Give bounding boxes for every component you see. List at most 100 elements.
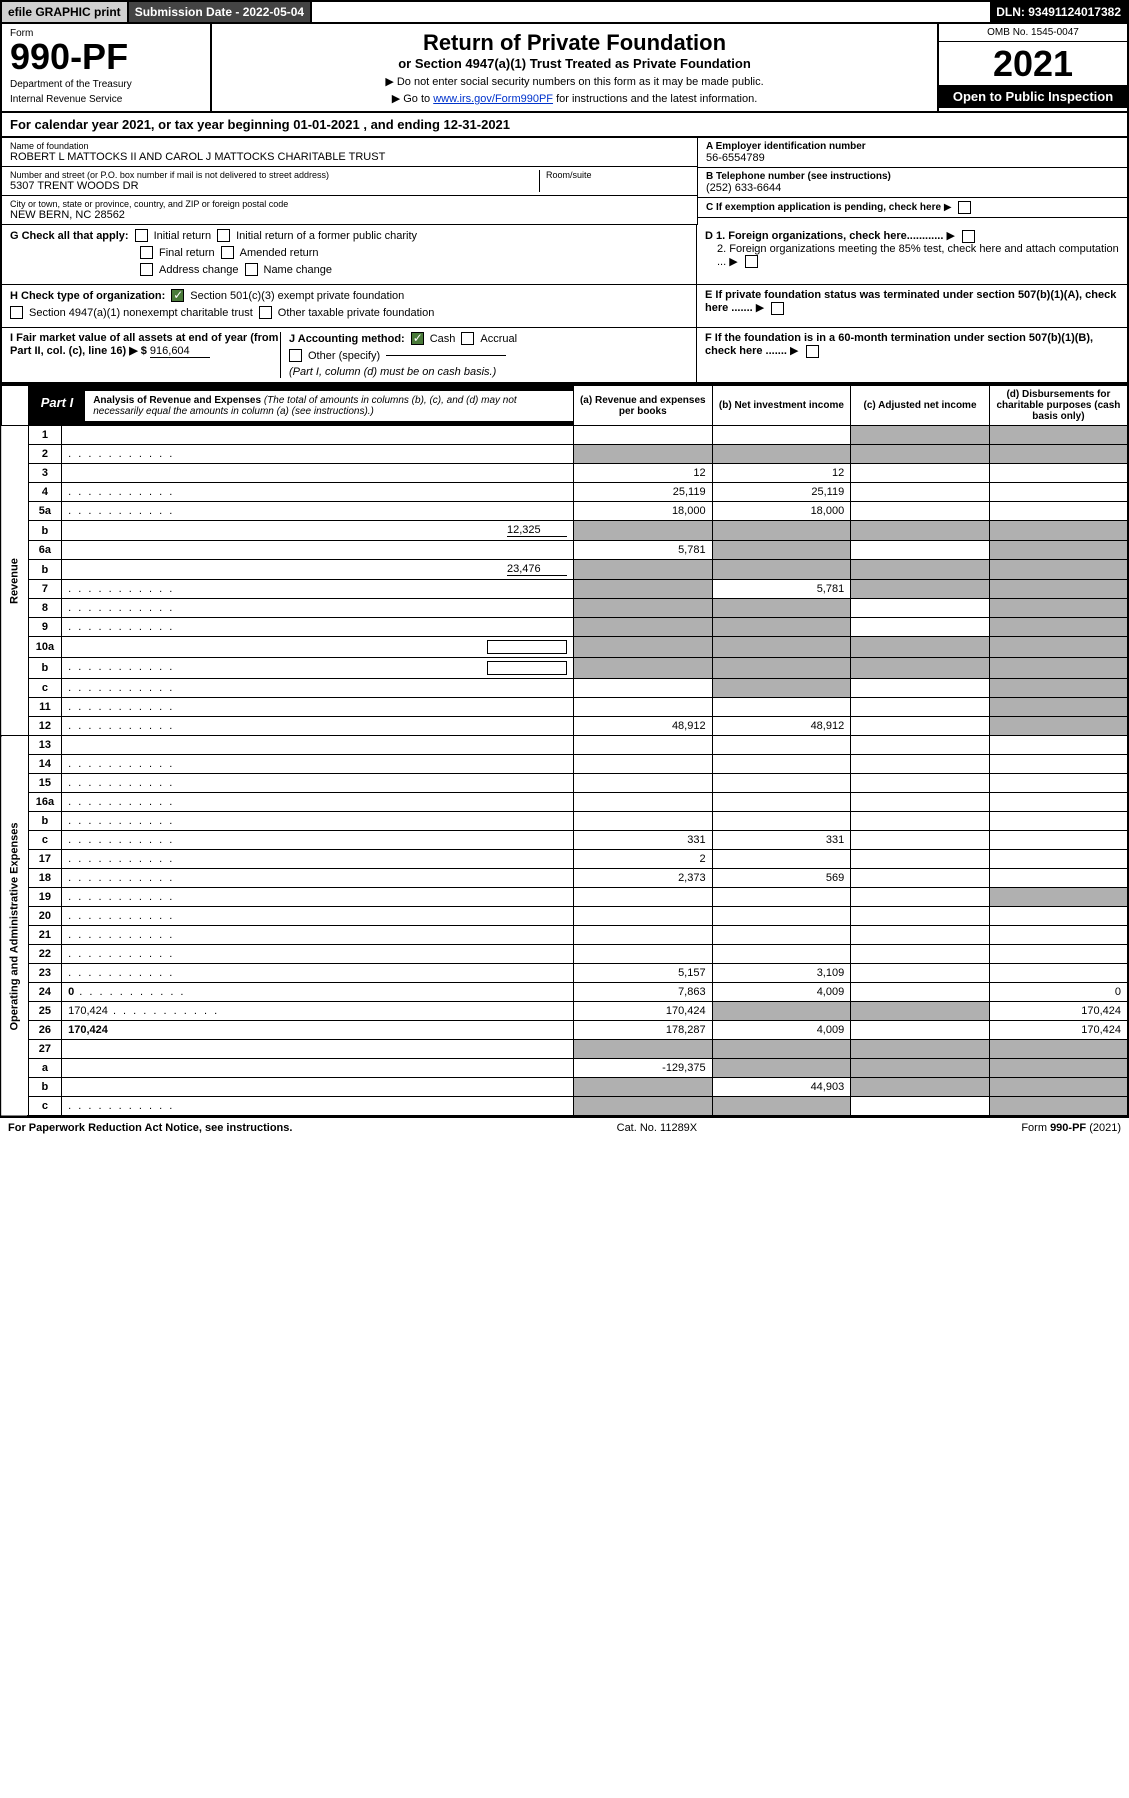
- value-col-b: [712, 679, 851, 698]
- value-col-b: [712, 755, 851, 774]
- efile-print-button[interactable]: efile GRAPHIC print: [2, 2, 129, 22]
- checkbox-c[interactable]: [958, 201, 971, 214]
- value-col-a: [573, 793, 712, 812]
- value-col-b: [712, 1059, 851, 1078]
- line-number: 3: [28, 464, 61, 483]
- checkbox-f[interactable]: [806, 345, 819, 358]
- checkbox-e[interactable]: [771, 302, 784, 315]
- value-col-c: [851, 736, 990, 755]
- line-number: 24: [28, 983, 61, 1002]
- line-description: [62, 793, 574, 812]
- table-row: c331331: [1, 831, 1128, 850]
- line-number: 11: [28, 698, 61, 717]
- table-row: b: [1, 658, 1128, 679]
- value-col-b: [712, 698, 851, 717]
- line-description: [62, 926, 574, 945]
- checkbox-accrual[interactable]: [461, 332, 474, 345]
- checkbox-other-method[interactable]: [289, 349, 302, 362]
- value-col-d: [989, 812, 1128, 831]
- omb-number: OMB No. 1545-0047: [939, 24, 1127, 42]
- value-col-a: [573, 445, 712, 464]
- line-description: [62, 679, 574, 698]
- year-box: OMB No. 1545-0047 2021 Open to Public In…: [937, 24, 1127, 111]
- line-description: [62, 812, 574, 831]
- line-description: [62, 831, 574, 850]
- line-number: c: [28, 1097, 61, 1117]
- value-col-b: 4,009: [712, 1021, 851, 1040]
- value-col-c: [851, 679, 990, 698]
- col-b-header: (b) Net investment income: [712, 385, 851, 426]
- value-col-d: [989, 1078, 1128, 1097]
- form-header: Form 990-PF Department of the Treasury I…: [0, 24, 1129, 113]
- table-row: 16a: [1, 793, 1128, 812]
- value-col-b: [712, 1002, 851, 1021]
- value-col-c: [851, 1040, 990, 1059]
- value-col-b: [712, 426, 851, 445]
- value-col-d: [989, 793, 1128, 812]
- table-row: 172: [1, 850, 1128, 869]
- open-public: Open to Public Inspection: [939, 85, 1127, 108]
- checkbox-initial-former[interactable]: [217, 229, 230, 242]
- checkbox-name[interactable]: [245, 263, 258, 276]
- value-col-d: 170,424: [989, 1002, 1128, 1021]
- note-ssn: ▶ Do not enter social security numbers o…: [218, 75, 931, 88]
- checkbox-final[interactable]: [140, 246, 153, 259]
- value-col-a: 178,287: [573, 1021, 712, 1040]
- checkbox-initial[interactable]: [135, 229, 148, 242]
- expenses-side-label: Operating and Administrative Expenses: [1, 736, 28, 1117]
- table-row: b: [1, 812, 1128, 831]
- value-col-c: [851, 945, 990, 964]
- checkbox-other-taxable[interactable]: [259, 306, 272, 319]
- value-col-d: 0: [989, 983, 1128, 1002]
- checkbox-cash[interactable]: [411, 332, 424, 345]
- value-col-d: [989, 736, 1128, 755]
- value-col-b: [712, 1040, 851, 1059]
- value-col-a: [573, 888, 712, 907]
- value-col-c: [851, 755, 990, 774]
- table-row: 9: [1, 618, 1128, 637]
- value-col-b: 569: [712, 869, 851, 888]
- value-col-d: [989, 483, 1128, 502]
- revenue-side-label: Revenue: [1, 426, 28, 736]
- value-col-a: 170,424: [573, 1002, 712, 1021]
- value-col-a: 2: [573, 850, 712, 869]
- line-description: [62, 599, 574, 618]
- value-col-b: [712, 907, 851, 926]
- table-row: 14: [1, 755, 1128, 774]
- value-col-b: [712, 945, 851, 964]
- line-description: 12,325: [62, 521, 574, 541]
- line-number: b: [28, 658, 61, 679]
- line-number: 22: [28, 945, 61, 964]
- checkbox-d2[interactable]: [745, 255, 758, 268]
- value-col-d: [989, 618, 1128, 637]
- footer-right: Form 990-PF (2021): [1021, 1122, 1121, 1134]
- value-col-a: [573, 580, 712, 599]
- checkbox-501c3[interactable]: [171, 289, 184, 302]
- table-row: 425,11925,119: [1, 483, 1128, 502]
- value-col-c: [851, 831, 990, 850]
- line-description: [62, 464, 574, 483]
- submission-date: Submission Date - 2022-05-04: [129, 2, 312, 22]
- checkbox-address[interactable]: [140, 263, 153, 276]
- value-col-a: [573, 1078, 712, 1097]
- line-number: b: [28, 560, 61, 580]
- checkbox-4947[interactable]: [10, 306, 23, 319]
- checkbox-amended[interactable]: [221, 246, 234, 259]
- value-col-b: [712, 560, 851, 580]
- table-row: Operating and Administrative Expenses13: [1, 736, 1128, 755]
- value-col-c: [851, 658, 990, 679]
- value-col-b: 18,000: [712, 502, 851, 521]
- table-row: 1248,91248,912: [1, 717, 1128, 736]
- table-row: Revenue1: [1, 426, 1128, 445]
- footer-left: For Paperwork Reduction Act Notice, see …: [8, 1122, 292, 1134]
- line-description: [62, 580, 574, 599]
- table-row: 10a: [1, 637, 1128, 658]
- line-description: 170,424: [62, 1021, 574, 1040]
- g-row: G Check all that apply: Initial return I…: [10, 229, 688, 242]
- value-col-d: [989, 945, 1128, 964]
- value-col-a: 18,000: [573, 502, 712, 521]
- irs-link[interactable]: www.irs.gov/Form990PF: [433, 93, 553, 105]
- value-col-b: [712, 812, 851, 831]
- d2-row: 2. Foreign organizations meeting the 85%…: [705, 243, 1119, 269]
- checkbox-d1[interactable]: [962, 230, 975, 243]
